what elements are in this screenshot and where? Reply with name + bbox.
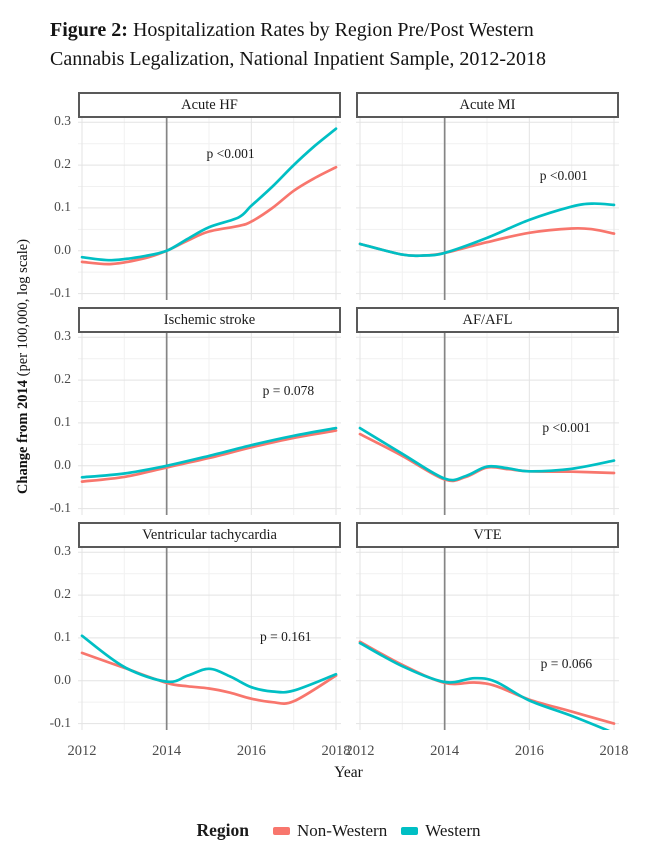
y-axis-label-bold: Change from 2014 — [14, 379, 31, 495]
legend-label-non-western: Non-Western — [297, 820, 388, 840]
line-western — [358, 202, 616, 258]
legend-title: Region — [196, 820, 250, 840]
figure-title: Figure 2: Hospitalization Rates by Regio… — [50, 16, 640, 74]
facet-panel-acute-mi: Acute MI p <0.001 — [356, 92, 619, 300]
legend-swatch-western — [401, 826, 419, 835]
line-western — [358, 641, 611, 730]
figure-title-line2: Cannabis Legalization, National Inpatien… — [50, 48, 546, 70]
x-tick-label: 2016 — [514, 743, 544, 759]
plot-acute-hf — [78, 118, 341, 300]
line-non-western — [80, 165, 338, 266]
p-value-ventricular-tachycardia: p = 0.161 — [260, 629, 312, 645]
facet-strip-vte: VTE — [356, 522, 619, 548]
p-value-af-afl: p <0.001 — [542, 419, 591, 435]
plot-acute-mi — [356, 118, 619, 300]
figure-label: Figure 2: — [50, 19, 128, 41]
x-tick-label: 2012 — [67, 743, 97, 759]
facet-strip-ischemic-stroke: Ischemic stroke — [78, 307, 341, 333]
x-tick-label: 2016 — [236, 743, 266, 759]
plot-ventricular-tachycardia — [78, 548, 341, 730]
y-tick-label: 0.2 — [54, 586, 71, 602]
x-axis-ticks-col-1: 2012 2014 2016 2018 — [68, 737, 351, 761]
facet-panel-ventricular-tachycardia: Ventricular tachycardia p = 0.161 — [78, 522, 341, 730]
facet-row-3: 0.3 0.2 0.1 0.0 -0.1 Ventricular tachycardia p… — [36, 522, 619, 730]
y-tick-label: 0.2 — [54, 371, 71, 387]
facet-panel-vte: VTE p = 0.066 — [356, 522, 619, 730]
y-tick-label: -0.1 — [49, 714, 71, 730]
y-tick-label: 0.0 — [54, 241, 71, 257]
y-tick-label: -0.1 — [49, 284, 71, 300]
plot-ischemic-stroke — [78, 333, 341, 515]
facet-strip-af-afl: AF/AFL — [356, 307, 619, 333]
y-tick-label: 0.1 — [54, 198, 71, 214]
facet-panel-ischemic-stroke: Ischemic stroke p = 0.078 — [78, 307, 341, 515]
x-axis-label: Year — [334, 764, 363, 781]
y-axis-ticks-row-2: 0.3 0.2 0.1 0.0 -0.1 — [36, 307, 78, 515]
line-western — [358, 426, 616, 482]
legend: Region Non-Western Western — [0, 820, 667, 841]
facet-strip-ventricular-tachycardia: Ventricular tachycardia — [78, 522, 341, 548]
plot-af-afl — [356, 333, 619, 515]
x-axis-ticks-row: 2012 2014 2016 2018 2012 2014 2016 2018 — [36, 737, 629, 761]
y-tick-label: 0.0 — [54, 671, 71, 687]
line-western — [80, 634, 338, 694]
y-tick-label: 0.3 — [54, 543, 71, 559]
plot-vte — [356, 548, 619, 730]
y-axis-ticks-row-1: 0.3 0.2 0.1 0.0 -0.1 — [36, 92, 78, 300]
y-axis-ticks-row-3: 0.3 0.2 0.1 0.0 -0.1 — [36, 522, 78, 730]
legend-label-western: Western — [425, 820, 481, 840]
p-value-vte: p = 0.066 — [540, 656, 593, 672]
y-tick-label: -0.1 — [49, 499, 71, 515]
legend-swatch-non-western — [273, 826, 290, 835]
x-tick-label: 2014 — [152, 743, 182, 759]
x-axis-ticks-col-2: 2012 2014 2016 2018 — [346, 737, 629, 761]
facet-row-2: 0.3 0.2 0.1 0.0 -0.1 Ischemic stroke p = 0.078… — [36, 307, 619, 515]
chart-area: Change from 2014 (per 100,000, log scale… — [0, 92, 667, 761]
facet-panel-acute-hf: Acute HF p <0.001 — [78, 92, 341, 300]
y-tick-label: 0.1 — [54, 628, 71, 644]
y-tick-label: 0.2 — [54, 156, 71, 172]
facet-panel-af-afl: AF/AFL p <0.001 — [356, 307, 619, 515]
x-tick-label: 2018 — [599, 743, 629, 759]
y-axis-label: Change from 2014 (per 100,000, log scale… — [10, 92, 36, 761]
figure-title-line1: Figure 2: Hospitalization Rates by Regio… — [50, 16, 640, 45]
facet-grid: 0.3 0.2 0.1 0.0 -0.1 Acute HF p <0.001 Acute MI… — [36, 92, 629, 761]
y-tick-label: 0.3 — [54, 113, 71, 129]
line-non-western — [80, 429, 338, 483]
facet-row-1: 0.3 0.2 0.1 0.0 -0.1 Acute HF p <0.001 Acute MI… — [36, 92, 619, 300]
x-tick-label: 2018 — [321, 743, 351, 759]
line-western — [80, 426, 338, 479]
facet-strip-acute-hf: Acute HF — [78, 92, 341, 118]
x-tick-label: 2014 — [430, 743, 460, 759]
p-value-acute-hf: p <0.001 — [206, 146, 255, 162]
y-tick-label: 0.0 — [54, 456, 71, 472]
p-value-ischemic-stroke: p = 0.078 — [262, 383, 315, 399]
figure-page: { "header": { "figure_label": "Figure 2:… — [0, 16, 667, 868]
figure-title-text: Hospitalization Rates by Region Pre/Post… — [132, 19, 534, 41]
y-axis-label-rest: (per 100,000, log scale) — [14, 238, 31, 380]
y-tick-label: 0.1 — [54, 413, 71, 429]
y-tick-label: 0.3 — [54, 328, 71, 344]
line-western — [80, 127, 338, 262]
facet-strip-acute-mi: Acute MI — [356, 92, 619, 118]
x-tick-label: 2012 — [345, 743, 375, 759]
p-value-acute-mi: p <0.001 — [539, 168, 588, 184]
